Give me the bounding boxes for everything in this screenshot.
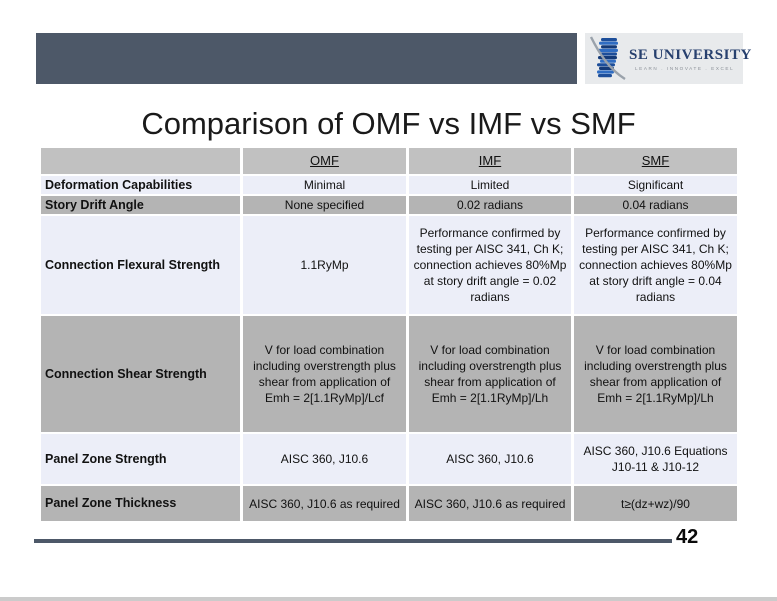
column-label-omf: OMF <box>310 153 339 168</box>
se-university-logo: SE UNIVERSITY LEARN . INNOVATE . EXCEL <box>585 33 751 84</box>
cell-imf: 0.02 radians <box>409 196 571 214</box>
bottom-edge-strip <box>0 597 777 601</box>
table-row-panel-zone-strength: Panel Zone Strength AISC 360, J10.6 AISC… <box>41 434 737 484</box>
table-row-connection-shear-strength: Connection Shear Strength V for load com… <box>41 316 737 432</box>
cell-omf: AISC 360, J10.6 as required <box>243 486 406 521</box>
logo-tagline: LEARN . INNOVATE . EXCEL <box>635 65 735 71</box>
cell-imf: V for load combination including overstr… <box>409 316 571 432</box>
row-label: Story Drift Angle <box>41 196 240 214</box>
cell-omf: V for load combination including overstr… <box>243 316 406 432</box>
cell-smf: Performance confirmed by testing per AIS… <box>574 216 737 314</box>
table-row-panel-zone-thickness: Panel Zone Thickness AISC 360, J10.6 as … <box>41 486 737 521</box>
cell-imf: AISC 360, J10.6 as required <box>409 486 571 521</box>
table-row-story-drift-angle: Story Drift Angle None specified 0.02 ra… <box>41 196 737 214</box>
table-header-omf: OMF <box>243 148 406 174</box>
cell-smf: Significant <box>574 176 737 194</box>
slide-title: Comparison of OMF vs IMF vs SMF <box>141 106 636 141</box>
row-label: Deformation Capabilities <box>41 176 240 194</box>
cell-imf: Performance confirmed by testing per AIS… <box>409 216 571 314</box>
cell-imf: AISC 360, J10.6 <box>409 434 571 484</box>
table-row-connection-flexural-strength: Connection Flexural Strength 1.1RyMp Per… <box>41 216 737 314</box>
cell-omf: AISC 360, J10.6 <box>243 434 406 484</box>
table-header-corner <box>41 148 240 174</box>
cell-omf: None specified <box>243 196 406 214</box>
table-header-imf: IMF <box>409 148 571 174</box>
logo-wordmark: SE UNIVERSITY <box>629 46 752 63</box>
row-label: Connection Flexural Strength <box>41 216 240 314</box>
row-label: Panel Zone Thickness <box>41 486 240 521</box>
row-label: Connection Shear Strength <box>41 316 240 432</box>
table-header-row: OMF IMF SMF <box>41 148 737 174</box>
header-accent-bar <box>36 33 577 84</box>
cell-omf: 1.1RyMp <box>243 216 406 314</box>
cell-smf: 0.04 radians <box>574 196 737 214</box>
column-label-smf: SMF <box>641 153 670 168</box>
cell-omf: Minimal <box>243 176 406 194</box>
row-label: Panel Zone Strength <box>41 434 240 484</box>
footer-divider-line <box>34 539 672 543</box>
table-header-smf: SMF <box>574 148 737 174</box>
cell-smf: V for load combination including overstr… <box>574 316 737 432</box>
comparison-table: OMF IMF SMF Deformation Capabilities Min… <box>38 146 740 523</box>
logo-tower-icon <box>589 35 626 80</box>
page-number: 42 <box>676 526 699 548</box>
column-label-imf: IMF <box>478 153 502 168</box>
cell-imf: Limited <box>409 176 571 194</box>
table-row-deformation-capabilities: Deformation Capabilities Minimal Limited… <box>41 176 737 194</box>
cell-smf: t≥(dz+wz)/90 <box>574 486 737 521</box>
cell-smf: AISC 360, J10.6 Equations J10-11 & J10-1… <box>574 434 737 484</box>
